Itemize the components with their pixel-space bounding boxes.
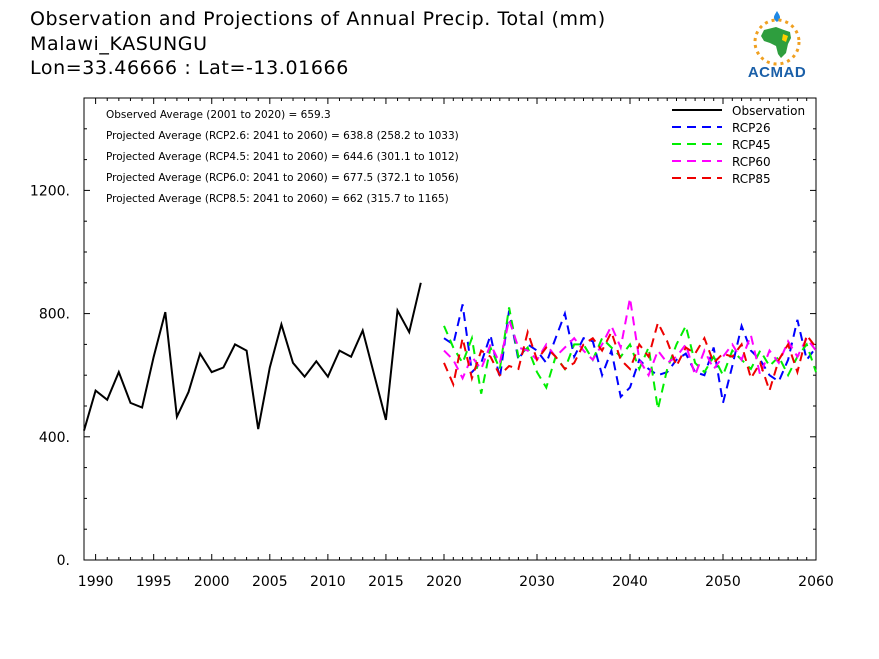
annotation-text: Projected Average (RCP6.0: 2041 to 2060)… bbox=[106, 172, 459, 184]
legend-label-observation: Observation bbox=[732, 104, 805, 118]
x-tick-label: 2000 bbox=[194, 574, 230, 590]
series-line-observation bbox=[83, 282, 422, 431]
chart-title: Observation and Projections of Annual Pr… bbox=[30, 8, 606, 30]
series-line-rcp26 bbox=[443, 304, 817, 404]
plot-border bbox=[83, 97, 817, 561]
y-tick-label: 800. bbox=[39, 307, 70, 323]
location-name: Malawi_KASUNGU bbox=[30, 33, 208, 55]
x-tick-label: 2060 bbox=[798, 574, 834, 590]
annotation-text: Projected Average (RCP2.6: 2041 to 2060)… bbox=[106, 130, 459, 142]
series-line-rcp45 bbox=[443, 307, 817, 410]
x-tick-label: 2040 bbox=[612, 574, 648, 590]
legend-label-rcp26: RCP26 bbox=[732, 121, 771, 135]
x-tick-label: 2010 bbox=[310, 574, 346, 590]
acmad-logo: ACMAD bbox=[736, 8, 818, 84]
legend-label-rcp85: RCP85 bbox=[732, 172, 771, 186]
annotation-text: Projected Average (RCP8.5: 2041 to 2060)… bbox=[106, 193, 449, 205]
x-tick-label: 2005 bbox=[252, 574, 288, 590]
series-line-rcp85 bbox=[443, 320, 817, 394]
annotation-text: Observed Average (2001 to 2020) = 659.3 bbox=[106, 109, 331, 121]
x-tick-label: 2030 bbox=[519, 574, 555, 590]
logo-text: ACMAD bbox=[747, 64, 807, 81]
coordinates: Lon=33.46666 : Lat=-13.01666 bbox=[30, 57, 349, 79]
y-tick-label: 1200. bbox=[30, 183, 70, 199]
x-tick-label: 2050 bbox=[705, 574, 741, 590]
africa-map-icon bbox=[753, 11, 801, 66]
legend-label-rcp45: RCP45 bbox=[732, 138, 771, 152]
annotation-text: Projected Average (RCP4.5: 2041 to 2060)… bbox=[106, 151, 459, 163]
x-tick-label: 1990 bbox=[78, 574, 114, 590]
x-tick-label: 1995 bbox=[136, 574, 172, 590]
x-tick-label: 2015 bbox=[368, 574, 404, 590]
y-tick-label: 0. bbox=[57, 553, 70, 569]
legend-label-rcp60: RCP60 bbox=[732, 155, 771, 169]
x-tick-label: 2020 bbox=[426, 574, 462, 590]
y-tick-label: 400. bbox=[39, 430, 70, 446]
